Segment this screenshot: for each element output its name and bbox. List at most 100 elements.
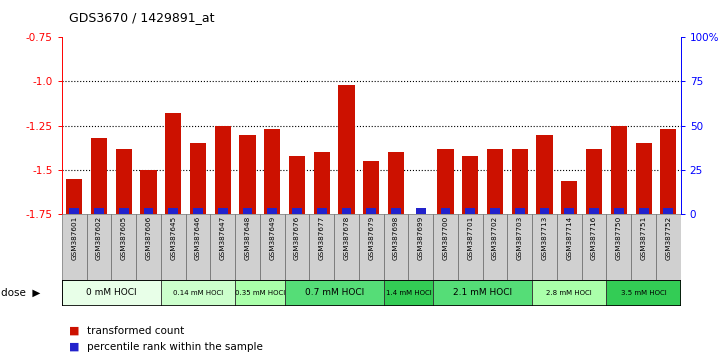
Text: GSM387606: GSM387606: [146, 216, 151, 261]
Text: GSM387714: GSM387714: [566, 216, 572, 261]
Bar: [611, 126, 627, 214]
Bar: [235, 280, 285, 306]
Text: ■: ■: [69, 342, 79, 352]
Bar: [462, 156, 478, 214]
Bar: [161, 280, 235, 306]
Bar: [341, 208, 352, 214]
Bar: [564, 208, 574, 214]
Bar: [161, 214, 186, 280]
Bar: [165, 113, 181, 214]
Bar: [119, 208, 129, 214]
Text: GSM387601: GSM387601: [71, 216, 77, 261]
Text: GSM387698: GSM387698: [393, 216, 399, 261]
Bar: [91, 138, 107, 214]
Text: GSM387678: GSM387678: [344, 216, 349, 261]
Text: GSM387676: GSM387676: [294, 216, 300, 261]
Bar: [363, 161, 379, 214]
Text: GSM387646: GSM387646: [195, 216, 201, 261]
Bar: [359, 214, 384, 280]
Bar: [186, 214, 210, 280]
Text: GSM387750: GSM387750: [616, 216, 622, 261]
Bar: [190, 143, 206, 214]
Bar: [408, 214, 433, 280]
Text: 0.7 mM HOCl: 0.7 mM HOCl: [304, 289, 364, 297]
Bar: [235, 214, 260, 280]
Bar: [557, 214, 582, 280]
Text: 0 mM HOCl: 0 mM HOCl: [86, 289, 137, 297]
Text: GSM387702: GSM387702: [492, 216, 498, 261]
Bar: [384, 214, 408, 280]
Text: 0.35 mM HOCl: 0.35 mM HOCl: [234, 290, 285, 296]
Text: 3.5 mM HOCl: 3.5 mM HOCl: [621, 290, 666, 296]
Bar: [636, 143, 652, 214]
Bar: [438, 149, 454, 214]
Text: dose  ▶: dose ▶: [1, 288, 41, 298]
Text: GSM387649: GSM387649: [269, 216, 275, 261]
Bar: [289, 156, 305, 214]
Bar: [388, 152, 404, 214]
Text: GSM387752: GSM387752: [665, 216, 671, 261]
Bar: [614, 208, 624, 214]
Text: GSM387647: GSM387647: [220, 216, 226, 261]
Text: GSM387713: GSM387713: [542, 216, 547, 261]
Bar: [240, 135, 256, 214]
Bar: [111, 214, 136, 280]
Bar: [141, 170, 157, 214]
Bar: [285, 214, 309, 280]
Bar: [458, 214, 483, 280]
Text: GSM387701: GSM387701: [467, 216, 473, 261]
Bar: [589, 208, 599, 214]
Bar: [391, 208, 401, 214]
Bar: [116, 149, 132, 214]
Bar: [260, 214, 285, 280]
Bar: [168, 208, 178, 214]
Bar: [532, 214, 557, 280]
Text: ■: ■: [69, 326, 79, 336]
Bar: [638, 208, 649, 214]
Bar: [62, 214, 87, 280]
Text: GSM387751: GSM387751: [641, 216, 646, 261]
Text: GSM387602: GSM387602: [96, 216, 102, 261]
Bar: [136, 214, 161, 280]
Bar: [433, 214, 458, 280]
Bar: [606, 214, 631, 280]
Bar: [532, 280, 606, 306]
Bar: [539, 208, 550, 214]
Bar: [69, 208, 79, 214]
Text: GSM387648: GSM387648: [245, 216, 250, 261]
Bar: [314, 152, 330, 214]
Bar: [660, 129, 676, 214]
Bar: [487, 149, 503, 214]
Bar: [656, 214, 681, 280]
Bar: [66, 179, 82, 214]
Bar: [94, 208, 104, 214]
Bar: [440, 208, 451, 214]
Bar: [663, 208, 673, 214]
Bar: [215, 126, 231, 214]
Bar: [292, 208, 302, 214]
Text: percentile rank within the sample: percentile rank within the sample: [87, 342, 264, 352]
Bar: [285, 280, 384, 306]
Bar: [512, 149, 528, 214]
Text: GSM387700: GSM387700: [443, 216, 448, 261]
Bar: [537, 135, 553, 214]
Text: GSM387605: GSM387605: [121, 216, 127, 261]
Bar: [193, 208, 203, 214]
Text: GSM387716: GSM387716: [591, 216, 597, 261]
Text: 2.1 mM HOCl: 2.1 mM HOCl: [453, 289, 513, 297]
Bar: [218, 208, 228, 214]
Text: GSM387703: GSM387703: [517, 216, 523, 261]
Text: 0.14 mM HOCl: 0.14 mM HOCl: [173, 290, 223, 296]
Bar: [264, 129, 280, 214]
Bar: [242, 208, 253, 214]
Bar: [483, 214, 507, 280]
Bar: [267, 208, 277, 214]
Bar: [210, 214, 235, 280]
Bar: [339, 85, 355, 214]
Bar: [87, 214, 111, 280]
Bar: [582, 214, 606, 280]
Bar: [433, 280, 532, 306]
Bar: [366, 208, 376, 214]
Bar: [631, 214, 656, 280]
Text: GSM387699: GSM387699: [418, 216, 424, 261]
